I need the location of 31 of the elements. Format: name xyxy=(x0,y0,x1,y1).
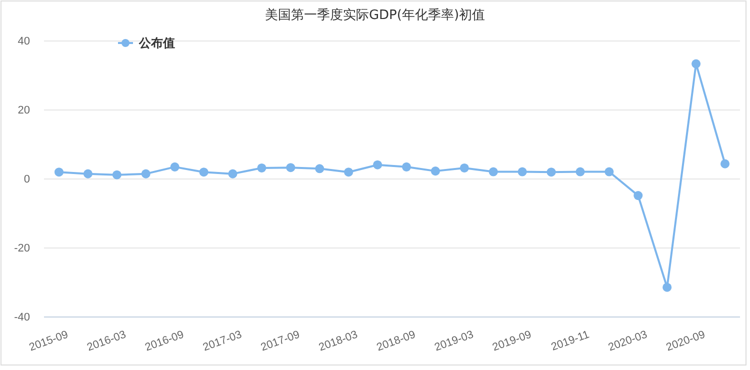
point xyxy=(518,167,527,176)
y-tick-label: -20 xyxy=(14,242,30,255)
point xyxy=(430,166,440,176)
point xyxy=(546,168,556,177)
legend-label: 公布值 xyxy=(138,36,175,50)
point xyxy=(460,163,469,172)
point xyxy=(402,162,411,172)
point xyxy=(488,167,498,176)
point xyxy=(720,159,730,168)
point xyxy=(112,170,122,180)
point xyxy=(170,162,180,172)
point xyxy=(54,168,64,177)
point xyxy=(692,59,701,68)
point xyxy=(286,163,296,172)
y-tick-label: -40 xyxy=(14,312,30,324)
point xyxy=(228,169,238,178)
point xyxy=(199,168,208,177)
point xyxy=(257,163,266,172)
y-tick-label: 0 xyxy=(24,174,30,186)
point xyxy=(315,164,324,174)
point xyxy=(83,169,92,178)
point xyxy=(141,169,150,178)
point xyxy=(373,160,382,170)
chart-title: 美国第一季度实际GDP(年化季率)初值 xyxy=(264,7,486,23)
point xyxy=(576,167,585,176)
point xyxy=(634,191,643,200)
point xyxy=(662,282,672,292)
y-tick-label: 20 xyxy=(18,104,30,117)
point xyxy=(604,167,614,176)
point xyxy=(344,168,354,177)
y-tick-label: 40 xyxy=(18,36,30,48)
